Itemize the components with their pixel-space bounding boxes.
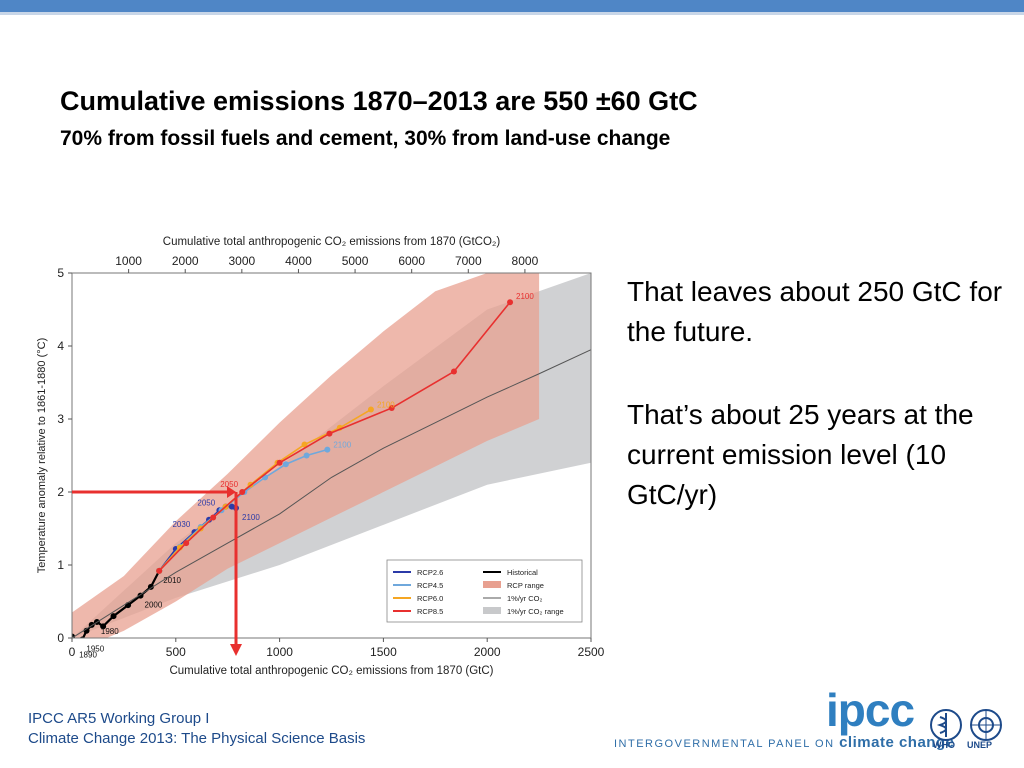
x2-tick-label-6: 7000	[455, 254, 482, 268]
ipcc-tagline-suffix: climate change	[839, 734, 955, 751]
footer-working-group: IPCC AR5 Working Group I	[28, 710, 210, 727]
series-line-5	[72, 349, 591, 638]
x-axis-label: Cumulative total anthropogenic CO₂ emiss…	[169, 665, 493, 677]
ipcc-tagline: INTERGOVERNMENTAL PANEL ON climate chang…	[614, 734, 954, 751]
y-tick-label-3: 3	[57, 412, 64, 426]
unep-emblem-icon	[970, 709, 1002, 741]
series-point-2-7	[303, 452, 310, 459]
y-axis-label: Temperature anomaly relative to 1861-188…	[36, 338, 48, 574]
plot-area	[72, 273, 591, 645]
legend-swatch-5	[483, 581, 501, 588]
x-tick-label-2: 1000	[266, 645, 293, 659]
series-point-0-8	[110, 613, 117, 620]
series-point-2-6	[282, 461, 289, 468]
y-tick-label-0: 0	[57, 631, 64, 645]
series-point-4-8	[507, 299, 514, 306]
point-label-0-4: 2010	[163, 576, 181, 585]
side-note-years-left: That’s about 25 years at the current emi…	[627, 399, 974, 510]
series-point-0-11	[147, 583, 154, 590]
chart-svg: 1890195019802000201020302050210021002100…	[36, 236, 605, 677]
point-label-1-1: 2050	[197, 498, 215, 507]
top-accent-bar	[0, 0, 1024, 12]
legend-label-3: RCP8.5	[417, 607, 443, 616]
legend-label-4: Historical	[507, 568, 538, 577]
y-tick-label-4: 4	[57, 339, 64, 353]
point-label-0-1: 1950	[86, 644, 104, 653]
side-note-remaining-budget: That leaves about 250 GtC for the future…	[627, 276, 1003, 347]
legend-label-7: 1%/yr CO₂ range	[507, 607, 564, 616]
x-tick-label-1: 500	[166, 645, 186, 659]
series-point-2-8	[324, 446, 331, 453]
series-point-4-0	[156, 567, 163, 574]
point-label-3-0: 2100	[377, 401, 395, 410]
point-label-4-1: 2100	[516, 292, 534, 301]
x2-axis-label: Cumulative total anthropogenic CO₂ emiss…	[163, 236, 501, 248]
x-tick-label-3: 1500	[370, 645, 397, 659]
slide-subtitle: 70% from fossil fuels and cement, 30% fr…	[60, 127, 671, 150]
series-point-0-7	[100, 623, 107, 630]
emissions-chart: 1890 1950 1980 2000 2010 2030 2050 2100 2100 2100…	[30, 225, 610, 695]
legend-label-0: RCP2.6	[417, 568, 443, 577]
legend-label-2: RCP6.0	[417, 594, 443, 603]
x-tick-label-5: 2500	[578, 645, 605, 659]
series-point-3-8	[367, 406, 374, 413]
point-label-0-2: 1980	[101, 627, 119, 636]
x2-tick-label-7: 8000	[512, 254, 539, 268]
series-point-4-1	[183, 540, 190, 547]
y-tick-label-1: 1	[57, 558, 64, 572]
who-label: WHO	[933, 740, 955, 750]
x2-tick-label-3: 4000	[285, 254, 312, 268]
series-point-4-5	[326, 430, 333, 437]
ipcc-logo: ipcc	[826, 684, 915, 736]
series-point-4-7	[450, 368, 457, 375]
legend-label-1: RCP4.5	[417, 581, 443, 590]
who-emblem-icon	[930, 709, 962, 741]
point-label-4-0: 2050	[220, 480, 238, 489]
annotation-arrow-down	[230, 644, 243, 656]
annotation-arrow-right	[227, 486, 237, 498]
point-label-2-0: 2100	[333, 441, 351, 450]
series-point-4-2	[210, 514, 217, 521]
legend-label-5: RCP range	[507, 581, 544, 590]
y-tick-label-5: 5	[57, 266, 64, 280]
series-point-0-2	[75, 639, 81, 645]
x2-tick-label-4: 5000	[342, 254, 369, 268]
point-label-1-2: 2100	[242, 513, 260, 522]
slide-title: Cumulative emissions 1870–2013 are 550 ±…	[60, 86, 698, 116]
y-tick-label-2: 2	[57, 485, 64, 499]
point-label-0-0: 1890	[79, 650, 97, 659]
legend-swatch-7	[483, 607, 501, 614]
unep-label: UNEP	[967, 740, 993, 750]
footer-report-title: Climate Change 2013: The Physical Scienc…	[28, 730, 366, 747]
series-point-0-3	[79, 636, 86, 638]
x-tick-label-4: 2000	[474, 645, 501, 659]
x2-tick-label-0: 1000	[115, 254, 142, 268]
x2-tick-label-2: 3000	[228, 254, 255, 268]
series-point-4-4	[276, 459, 283, 466]
top-accent-shadow	[0, 12, 1024, 15]
ipcc-tagline-prefix: INTERGOVERNMENTAL PANEL ON	[614, 738, 840, 750]
series-point-4-3	[239, 489, 246, 495]
legend-label-6: 1%/yr CO₂	[507, 594, 543, 603]
point-label-0-3: 2000	[145, 601, 163, 610]
x-tick-label-0: 0	[69, 645, 76, 659]
point-label-1-0: 2030	[172, 520, 190, 529]
series-point-3-6	[301, 441, 308, 448]
plot-frame	[71, 272, 592, 639]
x2-tick-label-5: 6000	[398, 254, 425, 268]
series-point-4-6	[388, 405, 395, 412]
x2-tick-label-1: 2000	[172, 254, 199, 268]
